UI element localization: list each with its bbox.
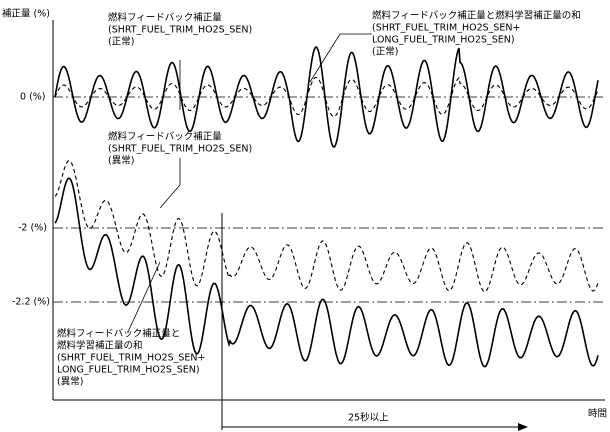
annotation-line: 燃料フィードバック補正量 — [108, 12, 222, 24]
waveform — [54, 45, 599, 148]
annotation-line: 燃料フィードバック補正量と燃料学習補正量の和 — [372, 10, 581, 22]
annotation-line: 燃料学習補正量の和 — [57, 340, 143, 352]
waveform — [54, 177, 599, 368]
duration-label: 25秒以上 — [348, 412, 389, 424]
annotation-line: 燃料フィードバック補正量 — [108, 131, 222, 143]
annotation-line: (SHRT_FUEL_TRIM_HO2S_SEN) — [108, 144, 252, 155]
annotation-line: (SHRT_FUEL_TRIM_HO2S_SEN) — [108, 25, 252, 36]
annotation-line: LONG_FUEL_TRIM_HO2S_SEN) — [57, 365, 200, 376]
waveform — [54, 159, 599, 293]
level-label: -2.2 (%) — [12, 297, 50, 308]
arrow-head — [518, 423, 528, 431]
annotation-line: (正常) — [108, 36, 134, 48]
leader — [127, 261, 161, 333]
annotation-line: (異常) — [108, 155, 134, 167]
annotation-line: (異常) — [57, 376, 83, 388]
annotation-line: (正常) — [372, 46, 398, 58]
y-label: 補正量 (%) — [2, 8, 50, 20]
level-label: -2 (%) — [18, 223, 47, 234]
annotation-line: (SHRT_FUEL_TRIM_HO2S_SEN+ — [372, 23, 521, 34]
x-label: 時間 — [588, 409, 607, 420]
annotation-line: 燃料フィードバック補正量と — [57, 328, 180, 340]
level-label: 0 (%) — [20, 92, 46, 103]
leader — [309, 33, 372, 83]
annotation-line: LONG_FUEL_TRIM_HO2S_SEN) — [372, 35, 515, 46]
annotation-line: (SHRT_FUEL_TRIM_HO2S_SEN+ — [57, 353, 206, 364]
leader — [159, 158, 181, 209]
waveform — [54, 76, 599, 118]
